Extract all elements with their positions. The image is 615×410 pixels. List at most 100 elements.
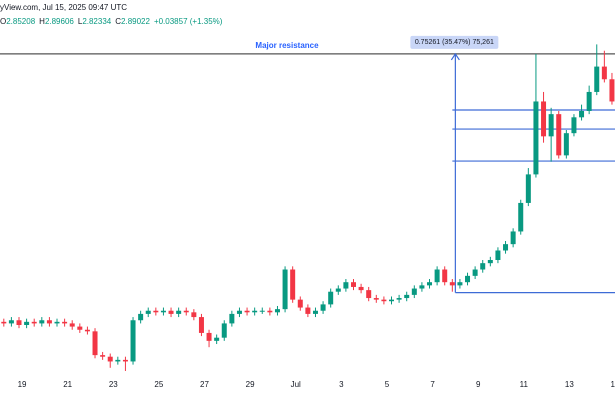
candle-body [350, 282, 356, 287]
candle-body [92, 331, 98, 356]
header-source: yView.com, Jul 15, 2025 09:47 UTC [0, 3, 127, 12]
candle-body [138, 313, 144, 321]
ohlc-text: O2.85208 H2.89606 L2.82334 C2.89022 +0.03857… [0, 17, 223, 26]
resistance-label: Major resistance [255, 41, 319, 50]
candle-body [244, 310, 250, 313]
candle-body [548, 114, 554, 137]
candle-body [31, 321, 37, 324]
candle-body [183, 310, 189, 313]
candle-body [510, 231, 516, 245]
measure-label-box [410, 35, 499, 49]
candle-body [427, 282, 433, 286]
candle-body [533, 101, 539, 175]
candle-body [145, 310, 151, 314]
x-tick-label: 5 [385, 380, 390, 389]
candle-body [449, 282, 455, 286]
x-tick-label: 11 [520, 380, 529, 389]
candle-body [525, 174, 531, 203]
candle-body [563, 133, 569, 156]
candle-body [312, 310, 318, 314]
x-tick-label: 7 [430, 380, 435, 389]
candle-body [24, 321, 30, 325]
candle-body [495, 250, 501, 260]
candle-body [236, 310, 242, 314]
candle-body [609, 79, 615, 102]
candle-body [77, 326, 83, 330]
candle-body [62, 321, 68, 324]
candle-body [198, 317, 204, 333]
candle-body [274, 309, 280, 313]
candle-body [191, 312, 197, 318]
candle-body [290, 269, 296, 300]
ohlc-row: O2.85208 H2.89606 L2.82334 C2.89022 +0.03857… [0, 17, 223, 26]
candle-body [39, 320, 45, 324]
candle-body [130, 320, 136, 362]
candle-body [206, 332, 212, 341]
measure-label: 0.75261 (35.47%) 75,261 [415, 39, 494, 46]
candle-body [487, 260, 493, 264]
candle-body [122, 359, 128, 362]
candle-body [366, 290, 372, 299]
ohlc-value: 2.89606 [45, 17, 74, 26]
candle-body [267, 310, 273, 313]
x-tick-label: 25 [154, 380, 163, 389]
x-tick-label: 29 [246, 380, 255, 389]
candle-body [465, 275, 471, 283]
candle-body [46, 320, 52, 324]
candle-body [176, 310, 182, 314]
candle-body [381, 299, 387, 302]
candle-body [586, 91, 592, 111]
candle-body [1, 321, 7, 324]
x-tick-label: 27 [200, 380, 209, 389]
candle-body [107, 356, 113, 362]
x-tick-label: 9 [476, 380, 481, 389]
candle-body [442, 269, 448, 283]
ohlc-key: H [39, 17, 45, 26]
ohlc-value: 2.89022 [121, 17, 150, 26]
candle-body [84, 329, 90, 332]
candle-body [404, 294, 410, 299]
candle-body [518, 202, 524, 232]
measure-arrow [450, 52, 460, 61]
ohlc-change: +0.03857 (+1.35%) [154, 17, 223, 26]
candle-body [335, 288, 341, 292]
x-tick-label: 19 [18, 380, 27, 389]
candle-body [411, 288, 417, 295]
x-tick-label: 23 [109, 380, 118, 389]
candle-body [601, 66, 607, 80]
x-tick-label: 15 [611, 380, 615, 389]
candle-body [503, 244, 509, 251]
x-tick-label: Jul [291, 380, 301, 389]
candle-body [556, 114, 562, 156]
candle-body [434, 269, 440, 283]
candle-body [343, 282, 349, 289]
candle-body [160, 310, 166, 313]
candle-body [396, 298, 402, 300]
x-tick-label: 13 [565, 380, 574, 389]
x-tick-label: 21 [63, 380, 72, 389]
candle-body [115, 359, 121, 362]
candle-body [153, 310, 159, 313]
ohlc-key: O [0, 17, 6, 26]
candle-body [168, 310, 174, 314]
candle-body [373, 298, 379, 300]
candle-body [541, 101, 547, 137]
candle-body [54, 321, 60, 324]
candle-body [8, 320, 14, 324]
candle-body [221, 323, 227, 338]
candle-body [472, 269, 478, 276]
candle-body [214, 337, 220, 341]
candle-body [594, 66, 600, 92]
candle-body [252, 310, 258, 313]
ohlc-value: 2.82334 [82, 17, 111, 26]
candle-body [305, 307, 311, 314]
candle-body [320, 304, 326, 311]
candle-body [69, 323, 75, 327]
candle-body [457, 282, 463, 286]
ohlc-key: C [115, 17, 121, 26]
candle-body [571, 117, 577, 134]
candle-body [259, 310, 265, 312]
ohlc-value: 2.85208 [6, 17, 35, 26]
candle-body [419, 285, 425, 289]
